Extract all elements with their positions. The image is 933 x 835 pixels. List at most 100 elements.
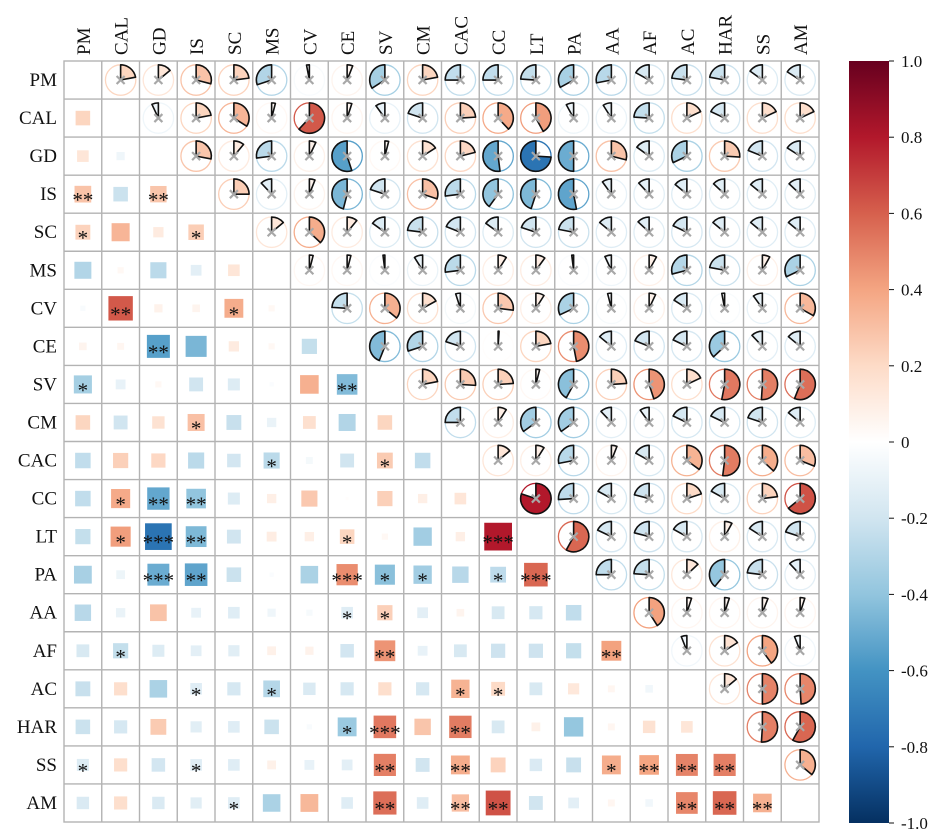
- pie-center-mark: [380, 113, 390, 123]
- pie-center-mark: [304, 151, 315, 161]
- square-af-cv: [305, 646, 314, 655]
- pie-center-mark: [568, 227, 579, 238]
- pie-center-mark: [757, 227, 768, 238]
- colorbar-tick-label: 0.8: [901, 128, 922, 147]
- square-am-aa: [607, 799, 615, 807]
- pie-sector-cv-har: [720, 292, 726, 310]
- pie-center-mark: [493, 455, 503, 466]
- pie-center-mark: [757, 569, 768, 580]
- pie-center-mark: [455, 151, 466, 161]
- pie-center-mark: [682, 531, 692, 542]
- colorbar: 1.0 0.8 0.6 0.4 0.2 0 -0.2 -0.4 -0.6 -0.8 -1.0: [849, 52, 928, 833]
- pie-sector-sv-ss: [760, 368, 779, 401]
- pie-center-mark: [380, 151, 390, 161]
- square-ac-lt: [529, 682, 543, 696]
- sig-am-ac: **: [676, 797, 697, 821]
- square-har-ac: [681, 721, 693, 733]
- square-af-is: [190, 645, 202, 657]
- pie-center-mark: [719, 265, 730, 276]
- square-ce-cv: [301, 338, 317, 354]
- square-sv-ms: [269, 382, 274, 387]
- square-ms-pm: [74, 261, 92, 279]
- square-aa-cv: [306, 609, 313, 616]
- pie-center-mark: [757, 303, 768, 314]
- pie-center-mark: [191, 151, 201, 161]
- pie-sector-pm-pa: [557, 64, 575, 89]
- square-cv-pm: [80, 305, 86, 312]
- pie-sector-cm-pa: [557, 406, 575, 433]
- colorbar-tick-label: 1.0: [901, 52, 922, 71]
- pie-center-mark: [682, 227, 692, 238]
- pie-center-mark: [531, 113, 541, 123]
- square-aa-sc: [228, 606, 240, 619]
- sig-cac-ms: *: [266, 455, 277, 479]
- square-af-cm: [417, 645, 428, 656]
- pie-center-mark: [795, 341, 805, 352]
- square-af-cc: [491, 643, 506, 658]
- col-label-ms: MS: [263, 28, 284, 55]
- pie-center-mark: [493, 341, 503, 352]
- pie-center-mark: [380, 303, 390, 314]
- row-label-ce: CE: [33, 336, 57, 357]
- pie-center-mark: [417, 341, 428, 352]
- pie-sector-aa-ss: [761, 596, 769, 614]
- pie-sector-gd-ac: [670, 140, 688, 164]
- pie-center-mark: [719, 417, 730, 428]
- square-lt-cm: [413, 527, 432, 546]
- pie-sector-af-ac: [680, 634, 688, 652]
- pie-center-mark: [153, 75, 164, 85]
- pie-center-mark: [795, 265, 805, 276]
- square-ac-ms: [263, 680, 280, 698]
- col-label-pa: PA: [565, 32, 586, 55]
- pie-sector-ms-cv: [308, 254, 314, 272]
- pie-center-mark: [644, 151, 654, 161]
- pie-center-mark: [719, 531, 730, 542]
- row-label-aa: AA: [30, 603, 58, 624]
- square-cm-gd: [152, 416, 165, 429]
- pie-center-mark: [757, 379, 768, 390]
- square-ac-pa: [568, 683, 580, 695]
- pie-center-mark: [606, 303, 617, 314]
- square-am-cc: [485, 790, 511, 816]
- pie-center-mark: [757, 684, 768, 694]
- pie-center-mark: [531, 75, 541, 85]
- pie-center-mark: [417, 265, 428, 276]
- sig-ss-pm: *: [78, 759, 89, 783]
- pie-center-mark: [493, 189, 503, 199]
- square-sv-cv: [300, 375, 319, 394]
- pie-center-mark: [493, 113, 503, 123]
- square-cc-ce: [345, 497, 349, 501]
- square-am-gd: [152, 796, 165, 810]
- pie-sector-cac-am: [799, 444, 817, 467]
- pie-center-mark: [531, 417, 541, 428]
- sig-ac-ms: *: [266, 683, 277, 707]
- pie-center-mark: [606, 341, 617, 352]
- colorbar-tick-label: -0.6: [901, 662, 928, 681]
- square-is-gd: [150, 185, 167, 203]
- pie-center-mark: [682, 607, 692, 618]
- sig-lt-cal: *: [115, 531, 126, 555]
- square-lt-cac: [455, 531, 466, 542]
- square-cc-sv: [377, 490, 393, 507]
- pie-center-mark: [342, 303, 352, 314]
- sig-pa-ce: ***: [331, 569, 363, 593]
- pie-sector-cc-am: [787, 482, 817, 515]
- square-aa-lt: [529, 606, 543, 620]
- pie-center-mark: [719, 75, 730, 85]
- square-ss-sv: [373, 753, 396, 776]
- pie-sector-lt-pa: [565, 520, 590, 553]
- square-aa-sv: [377, 605, 393, 621]
- square-gd-cal: [116, 152, 125, 161]
- pie-sector-is-cc: [482, 178, 499, 208]
- pie-center-mark: [568, 417, 579, 428]
- pie-center-mark: [568, 493, 579, 504]
- pie-center-mark: [568, 265, 579, 276]
- sig-ce-gd: **: [148, 340, 169, 364]
- square-pa-cm: [413, 565, 432, 584]
- col-label-af: AF: [640, 31, 661, 55]
- sig-sc-pm: *: [78, 226, 89, 250]
- square-ce-is: [185, 335, 207, 357]
- square-am-ss: [753, 793, 772, 813]
- pie-sector-is-ce: [331, 178, 348, 210]
- square-lt-ms: [266, 531, 277, 542]
